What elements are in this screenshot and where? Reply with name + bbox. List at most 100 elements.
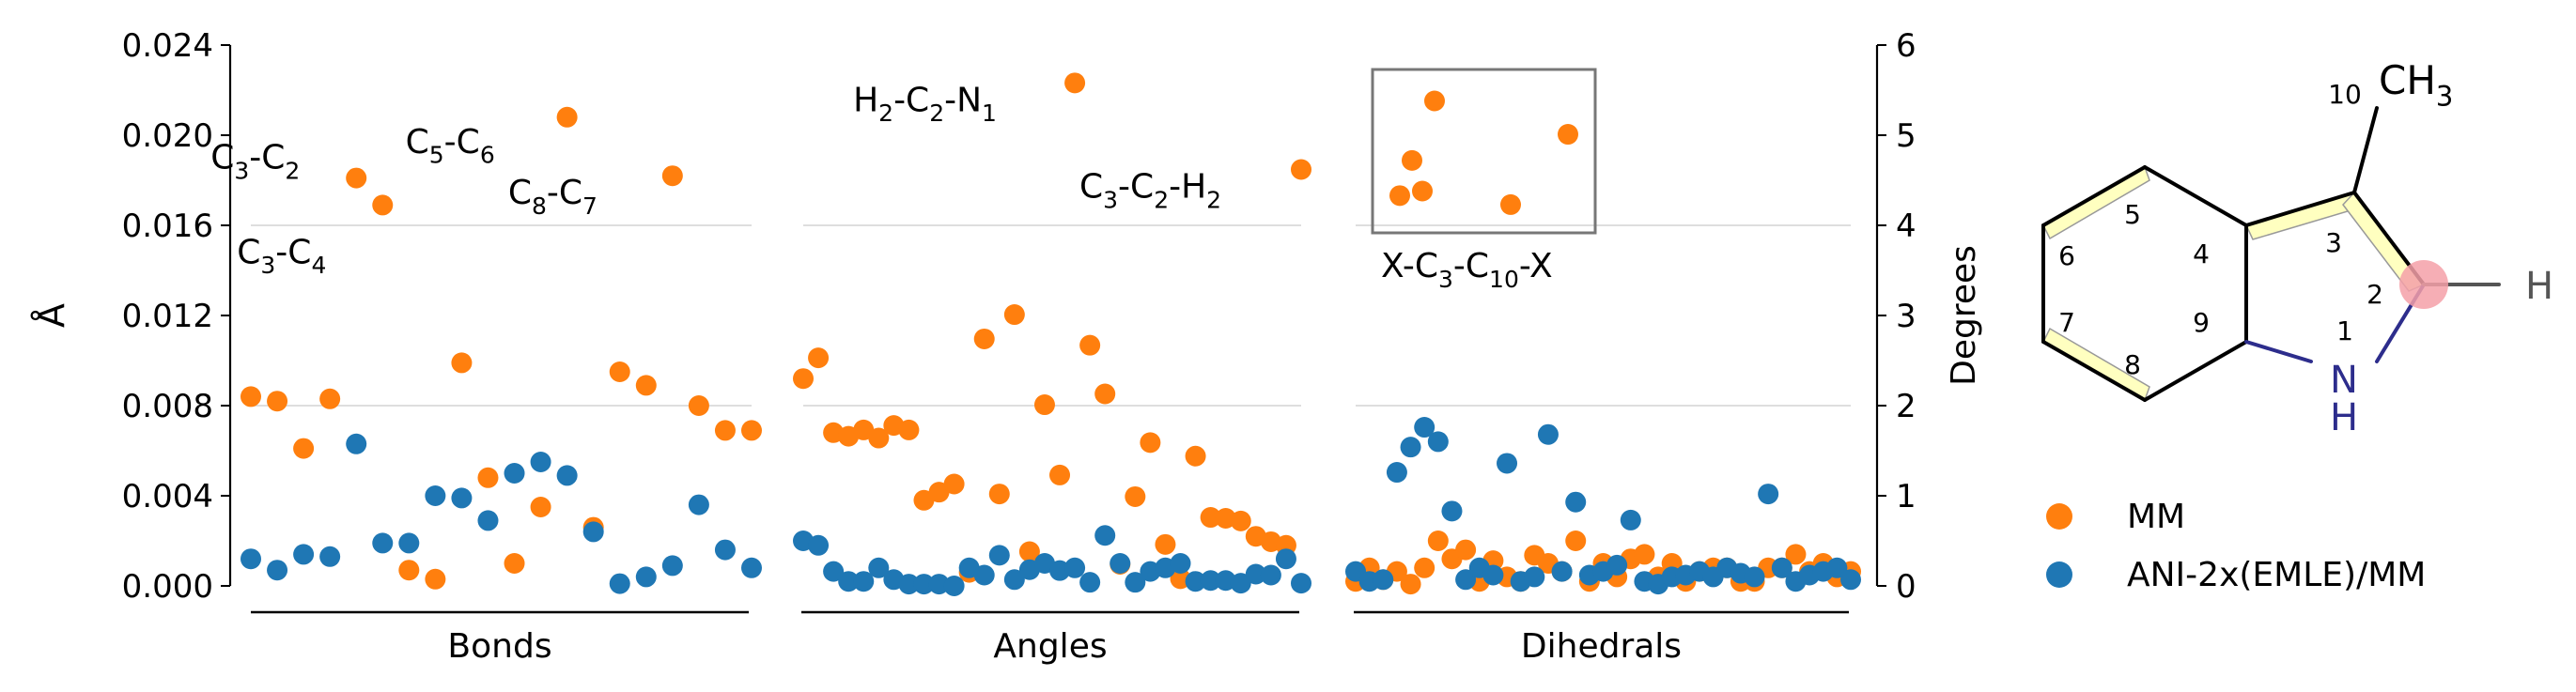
ani-point: [1455, 569, 1477, 591]
ani-point: [943, 576, 965, 596]
mm-point: [319, 388, 341, 409]
group-label: Angles: [993, 627, 1107, 666]
ani-point: [1260, 564, 1281, 586]
left-tick-label: 0.008: [122, 388, 213, 425]
legend-ani-label: ANI-2x(EMLE)/MM: [2127, 556, 2426, 594]
mm-point: [609, 361, 630, 382]
ani-point: [1245, 563, 1266, 585]
left-axis-label: Å: [31, 303, 72, 328]
atom-number: 4: [2193, 238, 2210, 269]
ani-point: [741, 557, 762, 578]
boxed-mm-point: [1500, 193, 1521, 215]
atom-number: 7: [2058, 307, 2075, 338]
ani-point: [425, 485, 446, 506]
mm-point: [1230, 510, 1251, 531]
atom-number: 1: [2336, 315, 2353, 346]
left-tick-label: 0.024: [122, 27, 213, 65]
atom-number: 5: [2124, 199, 2141, 230]
ani-point: [688, 494, 709, 515]
right-tick-label: 0: [1896, 568, 1916, 606]
mm-point: [988, 484, 1010, 505]
mm-point: [425, 568, 446, 590]
mm-point: [1427, 531, 1449, 551]
boxed-mm-point: [1424, 90, 1445, 112]
mm-point: [1455, 539, 1477, 561]
atom-number: 8: [2124, 349, 2141, 380]
ani-point: [1185, 571, 1206, 592]
mm-point: [1634, 544, 1655, 565]
mm-point: [1140, 432, 1161, 454]
bond: [2143, 340, 2248, 402]
group-label: Bonds: [447, 627, 551, 666]
nitrogen-label: N: [2330, 359, 2358, 402]
mm-point: [1565, 531, 1587, 551]
ani-point: [1414, 417, 1435, 438]
ani-point: [1826, 557, 1848, 578]
ani-point: [635, 566, 657, 588]
ani-point: [1003, 569, 1025, 591]
ani-point: [293, 544, 315, 565]
mm-point: [1064, 72, 1086, 94]
hydrogen-label: H: [2525, 265, 2553, 308]
ani-point: [714, 539, 736, 561]
mm-point: [1200, 507, 1221, 529]
ani-point: [1744, 566, 1765, 588]
mm-point: [1018, 541, 1040, 562]
mm-point: [928, 482, 950, 503]
mm-point: [635, 375, 657, 396]
ani-point: [661, 555, 683, 577]
atom-number: 6: [2058, 240, 2075, 271]
mm-point: [1185, 445, 1206, 467]
ani-point: [1758, 484, 1779, 505]
ani-point: [1291, 573, 1311, 594]
right-tick-label: 6: [1896, 27, 1916, 65]
ani-point: [838, 571, 860, 592]
point-annotation: C3-C2-H2: [1079, 167, 1221, 213]
point-annotation: H2-C2-N1: [853, 81, 997, 127]
mm-point: [808, 347, 830, 369]
ani-point: [1606, 554, 1628, 576]
ani-point: [1110, 553, 1131, 574]
mm-point: [504, 553, 525, 574]
ani-point: [1551, 561, 1573, 582]
mm-point: [1414, 557, 1435, 578]
boxed-mm-point: [1412, 180, 1433, 202]
ani-point: [1094, 525, 1116, 546]
mm-point: [714, 420, 736, 441]
highlight-box: [1371, 68, 1597, 235]
ani-point: [1771, 557, 1792, 578]
ani-point: [267, 560, 288, 581]
ani-point: [853, 571, 875, 592]
ani-point: [241, 548, 261, 570]
ani-point: [1079, 572, 1101, 593]
ani-point: [1620, 509, 1641, 531]
point-annotation: C8-C7: [508, 174, 597, 220]
ani-point: [477, 510, 499, 531]
boxed-mm-point: [1558, 124, 1578, 146]
mm-point: [372, 194, 394, 216]
right-tick-label: 4: [1896, 208, 1916, 245]
ani-point: [1170, 553, 1191, 574]
bond: [2352, 106, 2379, 194]
ani-point: [1427, 431, 1449, 453]
mm-point: [1079, 334, 1101, 356]
legend-mm-label: MM: [2127, 498, 2185, 536]
left-tick-label: 0.012: [122, 298, 213, 335]
ani-point: [398, 532, 420, 554]
mm-point: [913, 489, 935, 511]
atom-number: 10: [2328, 79, 2362, 110]
group-angles: Angles H2-C2-N1 C3-C2-H2: [793, 72, 1311, 666]
ani-point: [928, 574, 950, 595]
ani-point: [1565, 491, 1587, 513]
mm-point: [661, 165, 683, 187]
bond: [2244, 191, 2356, 227]
boxed-mm-point: [1389, 185, 1410, 207]
ani-point: [530, 452, 551, 472]
mm-point: [1094, 383, 1116, 405]
mm-point: [1291, 159, 1311, 180]
left-tick-label: 0.016: [122, 208, 213, 245]
mm-point: [451, 352, 473, 374]
atom-number: 2: [2367, 279, 2383, 310]
right-axis-label: Degrees: [1945, 245, 1983, 386]
ani-point: [1064, 557, 1086, 578]
